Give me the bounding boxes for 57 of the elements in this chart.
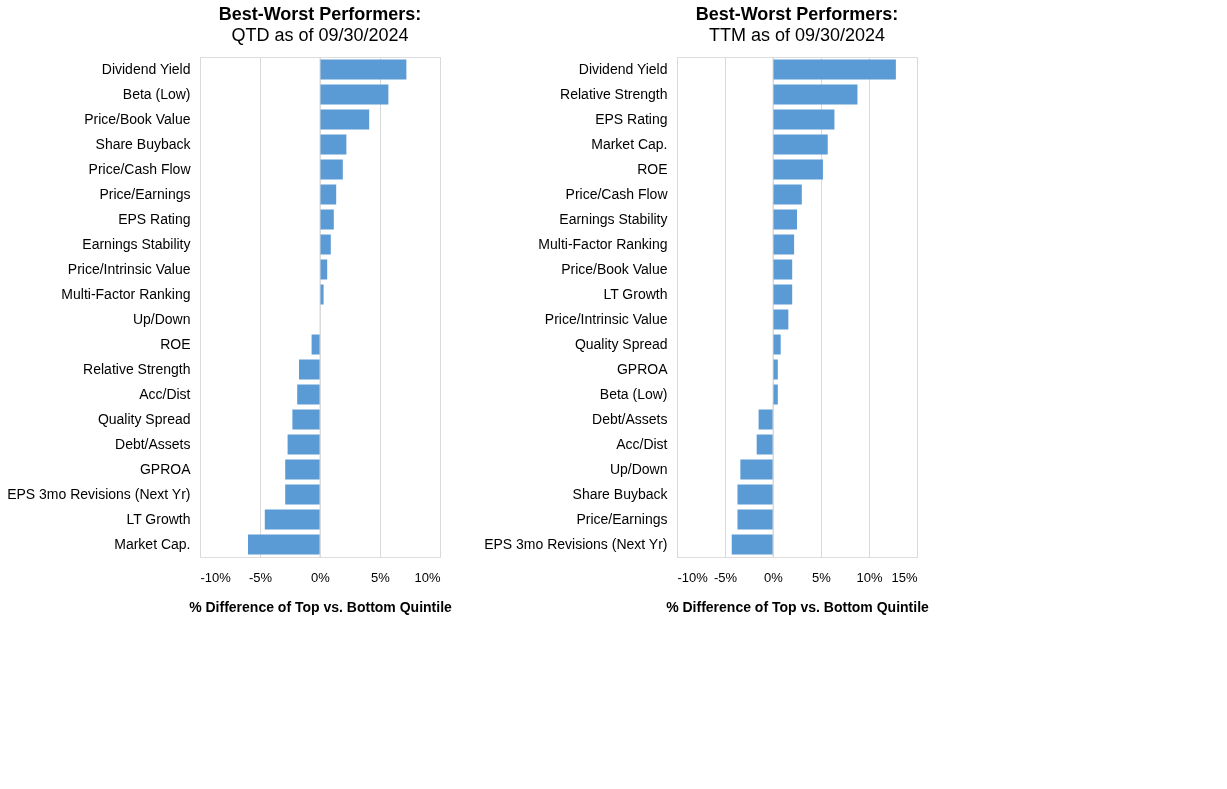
y-tick-label: Price/Earnings (576, 510, 668, 527)
y-tick-label: ROE (160, 335, 191, 352)
x-tick-label: -5% (248, 569, 273, 585)
x-tick-label: 10% (856, 569, 883, 585)
y-tick-label: Market Cap. (591, 135, 668, 152)
x-tick-label: 0% (764, 569, 784, 585)
chart-title: Best-Worst Performers: (695, 3, 899, 24)
y-tick-label: Earnings Stability (82, 235, 191, 252)
y-tick-label: LT Growth (603, 285, 668, 302)
y-tick-label: Beta (Low) (122, 85, 191, 102)
y-tick-label: Price/Book Value (561, 260, 668, 277)
chart-subtitle: QTD as of 09/30/2024 (231, 24, 409, 45)
y-tick-label: Relative Strength (560, 85, 668, 102)
chart-subtitle: TTM as of 09/30/2024 (708, 24, 886, 45)
y-tick-label: Share Buyback (95, 135, 192, 152)
y-tick-label: Dividend Yield (578, 60, 668, 77)
y-tick-label: Quality Spread (97, 410, 191, 427)
x-axis-title: % Difference of Top vs. Bottom Quintile (666, 598, 930, 615)
y-tick-label: Up/Down (132, 310, 191, 327)
x-tick-label: -5% (713, 569, 738, 585)
y-tick-label: EPS 3mo Revisions (Next Yr) (7, 485, 191, 502)
y-tick-label: ROE (637, 160, 668, 177)
y-tick-label: Share Buyback (572, 485, 669, 502)
y-tick-label: Dividend Yield (101, 60, 191, 77)
y-tick-label: Acc/Dist (139, 385, 191, 402)
y-tick-label: Earnings Stability (559, 210, 668, 227)
y-tick-label: Beta (Low) (599, 385, 668, 402)
y-tick-label: Debt/Assets (115, 435, 191, 452)
y-tick-label: EPS Rating (118, 210, 191, 227)
y-tick-label: GPROA (616, 360, 669, 377)
chart-title: Best-Worst Performers: (218, 3, 422, 24)
y-tick-label: EPS 3mo Revisions (Next Yr) (484, 535, 668, 552)
y-tick-label: GPROA (139, 460, 192, 477)
x-axis-title: % Difference of Top vs. Bottom Quintile (189, 598, 453, 615)
x-tick-label: 10% (414, 569, 441, 585)
y-tick-label: Multi-Factor Ranking (538, 235, 668, 252)
y-tick-label: Price/Cash Flow (88, 160, 192, 177)
x-tick-label: 15% (891, 569, 918, 585)
y-tick-label: Price/Intrinsic Value (67, 260, 191, 277)
x-tick-label: -10% (677, 569, 709, 585)
x-tick-label: 0% (311, 569, 331, 585)
y-tick-label: Multi-Factor Ranking (61, 285, 191, 302)
y-tick-label: Up/Down (609, 460, 668, 477)
y-tick-label: Acc/Dist (616, 435, 668, 452)
x-tick-label: 5% (371, 569, 391, 585)
y-tick-label: Debt/Assets (592, 410, 668, 427)
y-tick-label: Quality Spread (574, 335, 668, 352)
y-tick-label: Price/Intrinsic Value (544, 310, 668, 327)
y-tick-label: LT Growth (126, 510, 191, 527)
y-tick-label: Relative Strength (83, 360, 191, 377)
y-tick-label: Price/Earnings (99, 185, 191, 202)
y-tick-label: Price/Book Value (84, 110, 191, 127)
x-tick-label: -10% (200, 569, 232, 585)
y-tick-label: Price/Cash Flow (565, 185, 669, 202)
x-tick-label: 5% (812, 569, 832, 585)
y-tick-label: EPS Rating (595, 110, 668, 127)
y-tick-label: Market Cap. (114, 535, 191, 552)
